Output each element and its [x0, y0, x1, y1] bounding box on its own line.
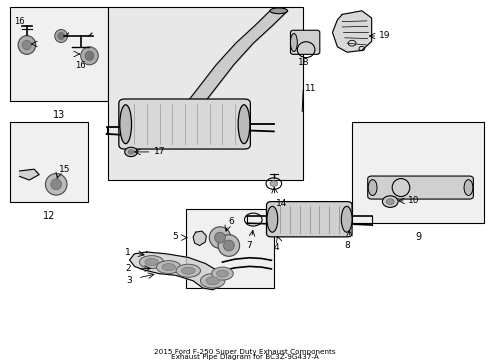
FancyBboxPatch shape [290, 30, 319, 54]
Ellipse shape [58, 32, 64, 40]
Ellipse shape [51, 179, 61, 190]
Text: 16: 16 [14, 17, 25, 26]
Ellipse shape [367, 180, 376, 195]
Bar [107, 7, 303, 180]
Ellipse shape [18, 36, 36, 54]
Polygon shape [129, 252, 222, 290]
Ellipse shape [238, 105, 249, 144]
Ellipse shape [176, 264, 200, 277]
Ellipse shape [22, 40, 31, 50]
Ellipse shape [85, 51, 94, 60]
Text: 13: 13 [52, 110, 65, 120]
FancyBboxPatch shape [119, 99, 250, 149]
Text: 14: 14 [276, 199, 287, 208]
Text: 15: 15 [59, 165, 70, 174]
Text: Exhaust Pipe Diagram for BC3Z-9G437-A: Exhaust Pipe Diagram for BC3Z-9G437-A [170, 354, 318, 360]
Bar [10, 7, 107, 101]
Ellipse shape [211, 267, 233, 280]
Text: 7: 7 [246, 241, 252, 250]
Ellipse shape [162, 264, 175, 271]
Circle shape [386, 199, 393, 204]
Ellipse shape [269, 8, 287, 14]
Ellipse shape [81, 47, 98, 65]
Bar [185, 209, 273, 288]
Ellipse shape [55, 30, 67, 42]
Text: 9: 9 [414, 232, 420, 242]
Ellipse shape [290, 33, 297, 51]
Ellipse shape [216, 270, 228, 277]
Circle shape [124, 147, 137, 157]
Polygon shape [20, 169, 39, 180]
Circle shape [269, 181, 277, 186]
FancyBboxPatch shape [367, 176, 472, 199]
Ellipse shape [139, 256, 163, 269]
Text: 19: 19 [378, 31, 390, 40]
Ellipse shape [341, 206, 351, 232]
Ellipse shape [209, 227, 230, 248]
Text: 16: 16 [75, 61, 86, 70]
Ellipse shape [205, 277, 219, 285]
Polygon shape [193, 231, 206, 246]
Text: 11: 11 [304, 84, 316, 93]
Text: 5: 5 [172, 233, 178, 241]
Ellipse shape [223, 240, 234, 251]
Polygon shape [332, 11, 371, 52]
Text: 3: 3 [126, 276, 132, 284]
Bar [10, 122, 88, 202]
Ellipse shape [218, 235, 239, 256]
Ellipse shape [156, 261, 181, 274]
Text: 2015 Ford F-250 Super Duty Exhaust Components: 2015 Ford F-250 Super Duty Exhaust Compo… [153, 349, 335, 355]
Text: 12: 12 [42, 211, 55, 221]
Bar [351, 122, 483, 223]
Text: 2: 2 [125, 264, 131, 273]
Ellipse shape [45, 174, 67, 195]
Ellipse shape [463, 180, 472, 195]
Text: 8: 8 [344, 241, 349, 250]
Ellipse shape [144, 258, 158, 266]
Text: 10: 10 [407, 196, 419, 204]
Ellipse shape [181, 267, 195, 274]
Text: 4: 4 [273, 243, 279, 252]
Circle shape [382, 196, 397, 207]
Text: 6: 6 [227, 217, 233, 226]
FancyBboxPatch shape [266, 202, 351, 237]
Ellipse shape [266, 206, 277, 232]
Text: 18: 18 [298, 58, 309, 67]
Text: 1: 1 [125, 248, 131, 257]
Ellipse shape [200, 274, 224, 288]
Text: 17: 17 [154, 147, 165, 156]
Ellipse shape [214, 232, 225, 243]
Ellipse shape [120, 105, 131, 144]
Circle shape [128, 150, 134, 154]
